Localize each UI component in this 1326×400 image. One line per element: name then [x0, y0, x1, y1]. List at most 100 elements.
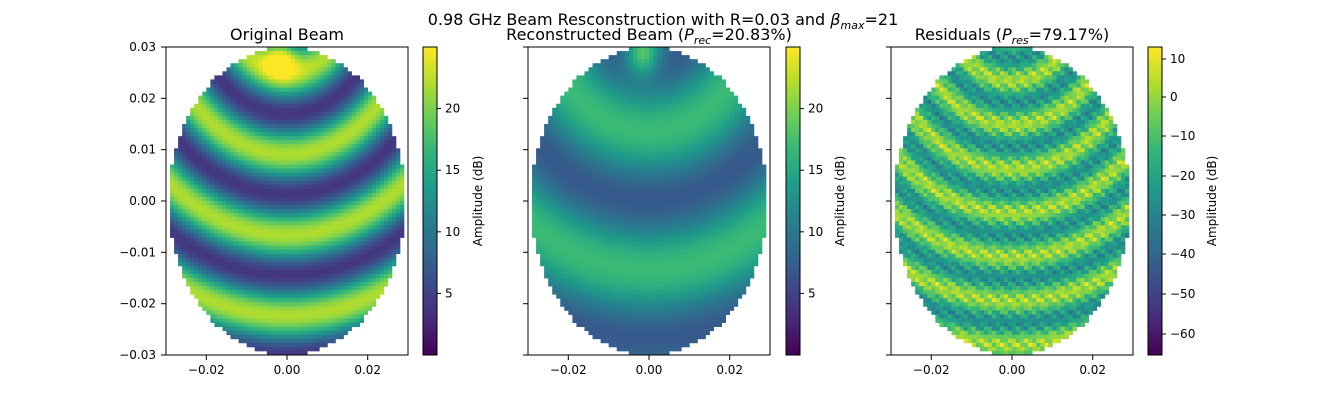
- heatmap-cell: [351, 237, 356, 242]
- heatmap-cell: [311, 338, 316, 344]
- heatmap-cell: [632, 132, 638, 137]
- heatmap-cell: [206, 192, 211, 198]
- heatmap-cell: [206, 269, 211, 275]
- heatmap-cell: [339, 172, 344, 178]
- heatmap-cell: [262, 55, 268, 60]
- heatmap-cell: [250, 115, 256, 121]
- heatmap-cell: [363, 107, 369, 113]
- heatmap-cell: [226, 237, 231, 242]
- heatmap-cell: [258, 71, 264, 76]
- heatmap-cell: [258, 164, 264, 169]
- heatmap-cell: [387, 225, 393, 230]
- heatmap-cell: [226, 71, 231, 76]
- heatmap-cell: [282, 314, 288, 319]
- heatmap-cell: [665, 91, 670, 97]
- heatmap-cell: [657, 79, 662, 84]
- heatmap-cell: [701, 75, 706, 80]
- heatmap-cell: [355, 107, 360, 113]
- heatmap-cell: [194, 196, 199, 202]
- heatmap-cell: [331, 213, 336, 218]
- heatmap-cell: [254, 306, 260, 311]
- heatmap-cell: [282, 184, 288, 190]
- heatmap-cell: [592, 180, 597, 186]
- heatmap-cell: [214, 282, 219, 287]
- heatmap-cell: [274, 83, 280, 88]
- heatmap-cell: [608, 176, 614, 182]
- heatmap-cell: [705, 95, 710, 101]
- heatmap-cell: [612, 152, 618, 157]
- heatmap-cell: [383, 176, 389, 182]
- heatmap-cell: [202, 286, 207, 291]
- heatmap-cell: [214, 286, 219, 291]
- heatmap-cell: [291, 298, 296, 303]
- heatmap-cell: [725, 156, 731, 161]
- heatmap-cell: [363, 192, 369, 198]
- heatmap-cell: [299, 136, 304, 141]
- heatmap-cell: [544, 156, 549, 161]
- heatmap-cell: [242, 294, 248, 299]
- heatmap-cell: [242, 201, 248, 206]
- heatmap-cell: [270, 314, 276, 319]
- heatmap-cell: [303, 269, 308, 275]
- heatmap-cell: [749, 176, 755, 182]
- heatmap-cell: [295, 107, 300, 113]
- heatmap-cell: [331, 237, 336, 242]
- heatmap-cell: [311, 152, 316, 157]
- heatmap-cell: [540, 156, 545, 161]
- heatmap-cell: [178, 201, 183, 206]
- heatmap-cell: [327, 261, 332, 267]
- heatmap-cell: [258, 237, 264, 242]
- heatmap-cell: [371, 302, 377, 307]
- heatmap-cell: [270, 233, 276, 238]
- heatmap-cell: [274, 176, 280, 182]
- heatmap-cell: [560, 164, 565, 169]
- heatmap-cell: [258, 326, 264, 332]
- heatmap-cell: [315, 115, 320, 121]
- heatmap-cell: [649, 99, 654, 105]
- heatmap-cell: [327, 103, 332, 109]
- heatmap-cell: [186, 273, 191, 279]
- heatmap-cell: [299, 144, 304, 149]
- heatmap-cell: [206, 201, 211, 206]
- heatmap-cell: [697, 140, 702, 145]
- heatmap-cell: [210, 213, 215, 218]
- heatmap-cell: [315, 91, 320, 97]
- heatmap-cell: [222, 103, 227, 109]
- heatmap-cell: [226, 318, 231, 323]
- heatmap-cell: [307, 172, 312, 178]
- heatmap-cell: [592, 132, 597, 137]
- heatmap-cell: [693, 152, 698, 157]
- heatmap-cell: [399, 180, 405, 186]
- heatmap-cell: [709, 124, 714, 129]
- heatmap-cell: [347, 302, 352, 307]
- heatmap-cell: [379, 180, 385, 186]
- heatmap-cell: [311, 188, 316, 194]
- heatmap-cell: [399, 233, 405, 238]
- heatmap-cell: [315, 346, 320, 352]
- figure-title: 0.98 GHz Beam Resconstruction with R=0.0…: [428, 10, 899, 32]
- heatmap-cell: [387, 180, 393, 186]
- heatmap-cell: [258, 278, 264, 283]
- heatmap-cell: [363, 87, 369, 92]
- heatmap-cell: [564, 176, 569, 182]
- heatmap-cell: [649, 124, 654, 129]
- heatmap-cell: [266, 322, 272, 328]
- heatmap-cell: [307, 99, 312, 105]
- heatmap-cell: [198, 168, 203, 174]
- heatmap-cell: [282, 257, 288, 263]
- heatmap-cell: [270, 176, 276, 182]
- heatmap-cell: [592, 115, 597, 121]
- heatmap-cell: [657, 148, 662, 153]
- heatmap-cell: [596, 75, 601, 80]
- heatmap-cell: [278, 140, 284, 145]
- heatmap-cell: [347, 128, 352, 133]
- heatmap-cell: [274, 290, 280, 295]
- heatmap-cell: [315, 330, 320, 336]
- heatmap-cell: [234, 128, 239, 133]
- heatmap-cell: [383, 233, 389, 238]
- heatmap-cell: [311, 205, 316, 210]
- heatmap-cell: [295, 119, 300, 125]
- heatmap-cell: [677, 107, 682, 113]
- heatmap-cell: [552, 160, 557, 165]
- heatmap-cell: [287, 59, 292, 64]
